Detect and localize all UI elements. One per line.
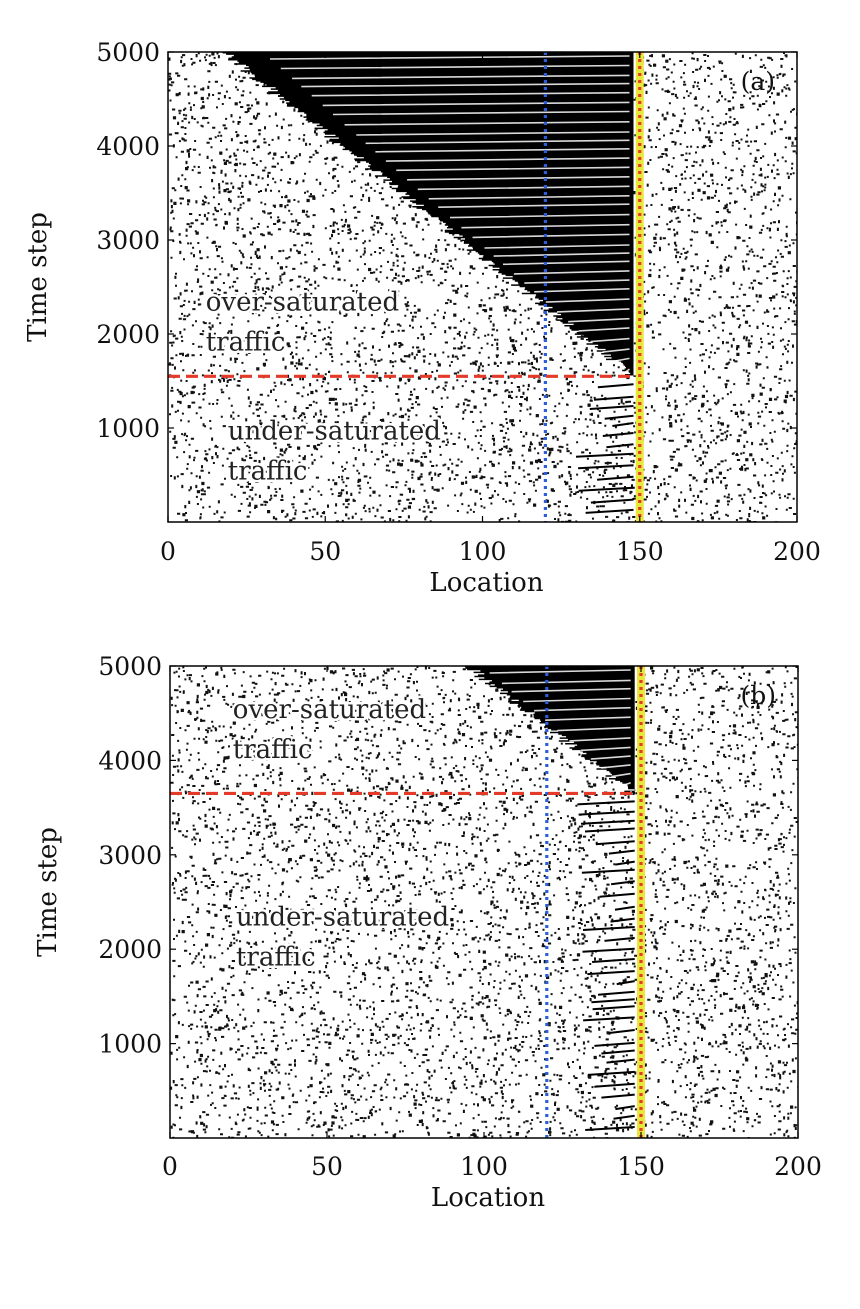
- x-tick-label: 0: [160, 537, 176, 566]
- svg-text:over-saturated: over-saturated: [206, 288, 399, 318]
- svg-text:traffic: traffic: [206, 328, 286, 358]
- y-tick-label: 5000: [96, 38, 160, 67]
- svg-text:traffic: traffic: [236, 943, 316, 973]
- y-tick-label: 2000: [98, 935, 162, 964]
- y-tick-label: 2000: [96, 320, 160, 349]
- x-tick-label: 0: [162, 1152, 178, 1181]
- x-tick-label: 200: [773, 537, 821, 566]
- annotation-label: under-saturated: [236, 903, 449, 933]
- y-tick-label: 4000: [98, 746, 162, 775]
- plot-area: [168, 52, 797, 522]
- svg-text:under-saturated: under-saturated: [228, 416, 441, 446]
- x-tick-label: 100: [459, 537, 507, 566]
- x-tick-label: 50: [311, 1152, 343, 1181]
- y-tick-label: 3000: [96, 226, 160, 255]
- plot-area: [170, 666, 798, 1138]
- svg-text:over-saturated: over-saturated: [233, 695, 426, 725]
- y-tick-label: 3000: [98, 841, 162, 870]
- annotation-label: over-saturated: [233, 695, 426, 725]
- x-tick-label: 100: [460, 1152, 508, 1181]
- panel-label: (a): [741, 67, 775, 96]
- annotation-label: traffic: [206, 328, 286, 358]
- y-tick-label: 1000: [98, 1030, 162, 1059]
- svg-text:under-saturated: under-saturated: [236, 903, 449, 933]
- annotation-label: traffic: [228, 456, 308, 486]
- svg-text:traffic: traffic: [228, 456, 308, 486]
- x-tick-label: 150: [616, 537, 664, 566]
- x-axis-label: Location: [429, 568, 543, 598]
- y-axis-label: Time step: [23, 212, 53, 342]
- y-axis-label: Time step: [33, 827, 63, 957]
- x-axis-label: Location: [431, 1183, 545, 1213]
- panel-b-chart: 0 50 100 150 200 1000 2000 3000 4000 5000 Location…: [33, 652, 822, 1213]
- y-tick-label: 1000: [96, 414, 160, 443]
- y-tick-label: 5000: [98, 652, 162, 681]
- queue-region: [222, 52, 640, 514]
- y-tick-label: 4000: [96, 132, 160, 161]
- queue-region: [464, 666, 636, 1131]
- panel-a-chart: 0 50 100 150 200 1000 2000 3000 4000 5000 Location…: [23, 38, 821, 598]
- x-tick-label: 150: [617, 1152, 665, 1181]
- annotation-label: over-saturated: [206, 288, 399, 318]
- annotation-label: under-saturated: [228, 416, 441, 446]
- x-tick-label: 200: [774, 1152, 822, 1181]
- svg-text:traffic: traffic: [233, 735, 313, 765]
- x-tick-label: 50: [309, 537, 341, 566]
- annotation-label: traffic: [233, 735, 313, 765]
- annotation-label: traffic: [236, 943, 316, 973]
- panel-label: (b): [740, 681, 776, 710]
